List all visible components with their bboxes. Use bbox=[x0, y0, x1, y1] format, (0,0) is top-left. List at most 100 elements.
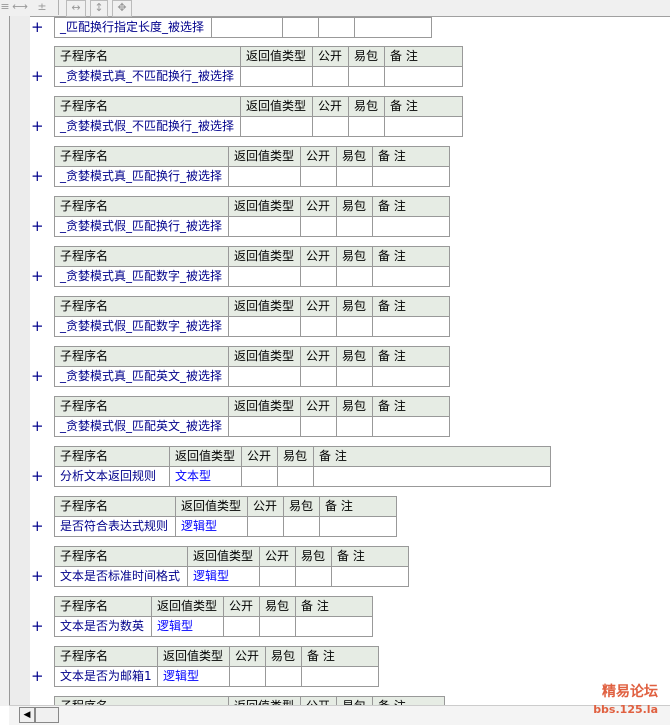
cell-public[interactable] bbox=[313, 117, 349, 136]
cell-return-type[interactable] bbox=[229, 317, 301, 336]
cell-remark[interactable] bbox=[373, 367, 451, 386]
cell-name[interactable]: 文本是否标准时间格式 bbox=[55, 567, 188, 586]
cell-return-type[interactable] bbox=[229, 217, 301, 236]
expand-icon[interactable]: + bbox=[31, 167, 44, 185]
cell-remark[interactable] bbox=[332, 567, 410, 586]
expand-icon[interactable]: + bbox=[31, 67, 44, 85]
cell-return-type[interactable] bbox=[241, 117, 313, 136]
header-return-type: 返回值类型 bbox=[176, 497, 248, 516]
header-name: 子程序名 bbox=[55, 247, 229, 266]
cell-remark[interactable] bbox=[373, 267, 451, 286]
cell-public[interactable] bbox=[242, 467, 278, 486]
cell-easy-pack[interactable] bbox=[266, 667, 302, 686]
expand-icon[interactable]: + bbox=[31, 417, 44, 435]
cell-remark[interactable] bbox=[385, 67, 464, 86]
align-icon[interactable]: ≡ bbox=[0, 0, 10, 13]
expand-icon[interactable]: + bbox=[31, 18, 44, 36]
cell-name[interactable]: _贪婪模式假_匹配数字_被选择 bbox=[55, 317, 229, 336]
cell-public[interactable] bbox=[224, 617, 260, 636]
expand-icon[interactable]: + bbox=[31, 467, 44, 485]
cell-return-type[interactable] bbox=[229, 417, 301, 436]
cell-return-type[interactable] bbox=[229, 167, 301, 186]
cell-name[interactable]: 文本是否为邮箱1 bbox=[55, 667, 158, 686]
expand-icon[interactable]: + bbox=[31, 567, 44, 585]
scroll-thumb[interactable] bbox=[35, 707, 59, 723]
cell-easy-pack[interactable] bbox=[337, 267, 373, 286]
cell-return-type[interactable]: 逻辑型 bbox=[188, 567, 260, 586]
subroutine-table: 子程序名 返回值类型 公开 易包备 注文本是否为邮箱1 逻辑型 bbox=[54, 646, 379, 687]
cell-name[interactable]: _贪婪模式假_匹配英文_被选择 bbox=[55, 417, 229, 436]
cell-public[interactable] bbox=[313, 67, 349, 86]
size-equal-width-icon[interactable]: ↔ bbox=[66, 0, 86, 17]
cell-return-type[interactable]: 逻辑型 bbox=[176, 517, 248, 536]
header-row: 子程序名返回值类型公开易包备 注 bbox=[55, 497, 396, 517]
cell-public[interactable] bbox=[301, 167, 337, 186]
header-row: 子程序名返回值类型公开易包备 注 bbox=[55, 97, 462, 117]
cell-public[interactable] bbox=[301, 317, 337, 336]
cell-name[interactable]: _贪婪模式真_匹配换行_被选择 bbox=[55, 167, 229, 186]
cell-easy-pack[interactable] bbox=[284, 517, 320, 536]
cell-public[interactable] bbox=[301, 367, 337, 386]
expand-icon[interactable]: + bbox=[31, 367, 44, 385]
cell-name[interactable]: _贪婪模式假_匹配换行_被选择 bbox=[55, 217, 229, 236]
cell-return-type[interactable] bbox=[241, 67, 313, 86]
cell-remark[interactable] bbox=[373, 167, 451, 186]
height-equal-icon[interactable]: ± bbox=[37, 0, 47, 13]
cell-public[interactable] bbox=[283, 18, 319, 37]
cell-return-type[interactable]: 逻辑型 bbox=[152, 617, 224, 636]
cell-name[interactable]: 是否符合表达式规则 bbox=[55, 517, 176, 536]
width-equal-icon[interactable]: ⟷ bbox=[12, 0, 28, 13]
cell-easy-pack[interactable] bbox=[337, 317, 373, 336]
cell-remark[interactable] bbox=[302, 667, 380, 686]
cell-name[interactable]: _匹配换行指定长度_被选择 bbox=[55, 18, 212, 37]
cell-name[interactable]: _贪婪模式真_不匹配换行_被选择 bbox=[55, 67, 241, 86]
expand-icon[interactable]: + bbox=[31, 317, 44, 335]
cell-remark[interactable] bbox=[296, 617, 374, 636]
cell-easy-pack[interactable] bbox=[349, 67, 385, 86]
cell-easy-pack[interactable] bbox=[349, 117, 385, 136]
cell-return-type[interactable] bbox=[229, 267, 301, 286]
cell-return-type[interactable] bbox=[229, 367, 301, 386]
header-remark: 备 注 bbox=[301, 599, 329, 613]
cell-remark[interactable] bbox=[320, 517, 398, 536]
cell-remark[interactable] bbox=[355, 18, 433, 37]
cell-public[interactable] bbox=[248, 517, 284, 536]
expand-icon[interactable]: + bbox=[31, 517, 44, 535]
cell-return-type[interactable]: 文本型 bbox=[170, 467, 242, 486]
expand-icon[interactable]: + bbox=[31, 267, 44, 285]
cell-easy-pack[interactable] bbox=[337, 417, 373, 436]
cell-remark[interactable] bbox=[373, 217, 451, 236]
cell-public[interactable] bbox=[301, 217, 337, 236]
cell-remark[interactable] bbox=[314, 467, 552, 486]
cell-name[interactable]: 文本是否为数英 bbox=[55, 617, 152, 636]
cell-remark[interactable] bbox=[373, 417, 451, 436]
cell-public[interactable] bbox=[301, 267, 337, 286]
cell-remark[interactable] bbox=[385, 117, 464, 136]
expand-icon[interactable]: + bbox=[31, 217, 44, 235]
cell-return-type[interactable]: 逻辑型 bbox=[158, 667, 230, 686]
expand-icon[interactable]: + bbox=[31, 667, 44, 685]
cell-name[interactable]: _贪婪模式真_匹配英文_被选择 bbox=[55, 367, 229, 386]
expand-icon[interactable]: + bbox=[31, 617, 44, 635]
cell-easy-pack[interactable] bbox=[337, 367, 373, 386]
size-equal-both-icon[interactable]: ✥ bbox=[112, 0, 132, 17]
cell-easy-pack[interactable] bbox=[337, 217, 373, 236]
cell-easy-pack[interactable] bbox=[278, 467, 314, 486]
header-public: 公开 bbox=[242, 447, 278, 466]
cell-public[interactable] bbox=[260, 567, 296, 586]
cell-remark[interactable] bbox=[373, 317, 451, 336]
expand-icon[interactable]: + bbox=[31, 117, 44, 135]
cell-public[interactable] bbox=[230, 667, 266, 686]
cell-easy-pack[interactable] bbox=[260, 617, 296, 636]
cell-easy-pack[interactable] bbox=[337, 167, 373, 186]
cell-public[interactable] bbox=[301, 417, 337, 436]
cell-name[interactable]: _贪婪模式假_不匹配换行_被选择 bbox=[55, 117, 241, 136]
cell-easy-pack[interactable] bbox=[296, 567, 332, 586]
horizontal-scrollbar[interactable]: ◀ bbox=[9, 705, 670, 725]
cell-return-type[interactable] bbox=[212, 18, 283, 37]
cell-name[interactable]: _贪婪模式真_匹配数字_被选择 bbox=[55, 267, 229, 286]
cell-easy-pack[interactable] bbox=[319, 18, 355, 37]
cell-name[interactable]: 分析文本返回规则 bbox=[55, 467, 170, 486]
scroll-left-button[interactable]: ◀ bbox=[19, 707, 35, 723]
size-equal-height-icon[interactable]: ↕ bbox=[90, 0, 108, 17]
